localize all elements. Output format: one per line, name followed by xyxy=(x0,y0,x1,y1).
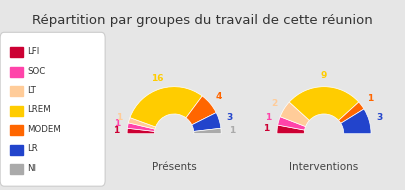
Text: LT: LT xyxy=(28,86,36,95)
Text: 3: 3 xyxy=(226,113,233,122)
Text: SOC: SOC xyxy=(28,66,46,75)
Text: 1: 1 xyxy=(263,124,269,133)
Text: 1: 1 xyxy=(229,126,235,135)
Text: 1: 1 xyxy=(367,94,373,103)
Text: LREM: LREM xyxy=(28,105,51,114)
Wedge shape xyxy=(280,102,309,127)
Wedge shape xyxy=(186,96,216,125)
Text: 3: 3 xyxy=(377,113,383,122)
Bar xyxy=(10,145,23,155)
Bar xyxy=(10,67,23,77)
Text: LFI: LFI xyxy=(28,47,40,56)
Text: Interventions: Interventions xyxy=(290,162,358,172)
Wedge shape xyxy=(128,123,155,131)
Bar xyxy=(10,125,23,135)
Text: 1: 1 xyxy=(115,113,122,122)
Text: 16: 16 xyxy=(151,74,164,83)
Wedge shape xyxy=(341,109,371,134)
Text: Présents: Présents xyxy=(152,162,196,172)
Text: 1: 1 xyxy=(114,119,120,128)
Text: 4: 4 xyxy=(215,92,222,101)
Bar xyxy=(10,86,23,96)
Wedge shape xyxy=(194,128,221,134)
Wedge shape xyxy=(277,125,305,134)
Text: MODEM: MODEM xyxy=(28,125,61,134)
Text: Répartition par groupes du travail de cette réunion: Répartition par groupes du travail de ce… xyxy=(32,14,373,27)
Wedge shape xyxy=(289,87,359,120)
Wedge shape xyxy=(339,102,364,123)
Wedge shape xyxy=(127,128,155,134)
Text: 1: 1 xyxy=(113,126,119,135)
Text: NI: NI xyxy=(28,164,36,173)
Wedge shape xyxy=(130,87,202,127)
Text: 9: 9 xyxy=(321,71,327,80)
Wedge shape xyxy=(278,117,306,130)
Wedge shape xyxy=(192,113,221,131)
Wedge shape xyxy=(128,118,156,129)
Text: LR: LR xyxy=(28,144,38,153)
Text: 1: 1 xyxy=(265,113,271,122)
Bar xyxy=(10,47,23,57)
FancyBboxPatch shape xyxy=(0,32,105,186)
Bar xyxy=(10,164,23,174)
Bar xyxy=(10,106,23,116)
Text: 2: 2 xyxy=(272,99,278,108)
